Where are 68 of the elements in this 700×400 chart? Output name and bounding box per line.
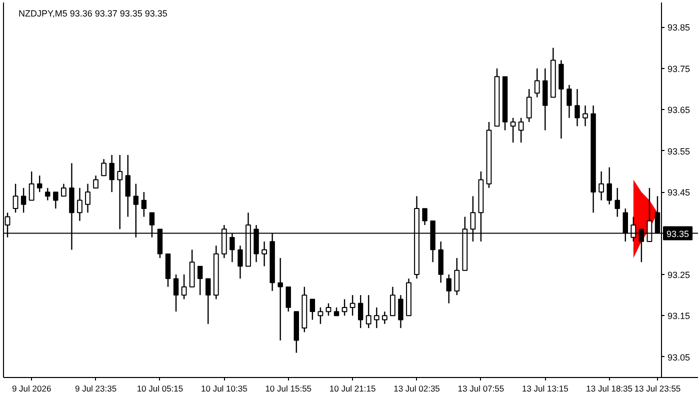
candlestick bbox=[109, 154, 114, 193]
candlestick bbox=[117, 154, 123, 230]
candlestick bbox=[12, 183, 18, 214]
candlestick bbox=[197, 266, 203, 296]
candlestick bbox=[526, 88, 532, 123]
candlestick bbox=[534, 68, 540, 98]
x-tick-label: 10 Jul 15:55 bbox=[265, 384, 312, 394]
candlestick bbox=[382, 310, 388, 325]
candlestick bbox=[606, 166, 612, 206]
x-tick-label: 13 Jul 18:35 bbox=[586, 384, 633, 394]
y-tick-label: 93.05 bbox=[668, 352, 690, 362]
candlestick bbox=[286, 286, 291, 312]
x-tick-label: 13 Jul 23:55 bbox=[634, 384, 681, 394]
candlestick bbox=[141, 191, 147, 218]
x-tick-label: 9 Jul 2026 bbox=[12, 384, 52, 394]
candlestick bbox=[398, 294, 404, 329]
candlestick bbox=[262, 240, 267, 267]
candlestick bbox=[310, 298, 316, 320]
x-tick-label: 10 Jul 21:15 bbox=[329, 384, 376, 394]
candlestick bbox=[77, 187, 82, 222]
candlestick bbox=[53, 191, 58, 210]
candlestick bbox=[446, 274, 452, 304]
candlestick bbox=[238, 245, 243, 280]
candlestick bbox=[173, 274, 179, 312]
candlestick bbox=[326, 302, 332, 316]
candlestick bbox=[510, 117, 516, 144]
candlestick bbox=[37, 174, 42, 193]
x-tick-label: 9 Jul 23:35 bbox=[74, 384, 117, 394]
x-tick-label: 10 Jul 10:35 bbox=[201, 384, 248, 394]
y-tick-label: 93.85 bbox=[668, 22, 690, 33]
candlestick bbox=[582, 104, 588, 127]
y-tick-label: 93.25 bbox=[668, 270, 690, 280]
candlestick bbox=[614, 187, 620, 218]
candlestick bbox=[574, 88, 580, 127]
candlestick bbox=[454, 257, 460, 296]
candlestick bbox=[518, 117, 524, 144]
candlestick bbox=[85, 183, 90, 214]
ref-line-label: 93.35 bbox=[666, 228, 690, 239]
candlestick bbox=[358, 294, 364, 329]
candlestick bbox=[422, 208, 428, 226]
candlestick bbox=[28, 170, 34, 201]
candlestick bbox=[101, 158, 107, 176]
x-tick-label: 13 Jul 13:15 bbox=[522, 384, 569, 394]
candlestick bbox=[125, 154, 130, 218]
candlestick bbox=[566, 84, 572, 118]
candlestick bbox=[181, 274, 187, 300]
candlestick bbox=[598, 170, 604, 201]
y-tick-label: 93.65 bbox=[668, 105, 690, 116]
candlestick bbox=[206, 278, 211, 325]
x-tick-label: 13 Jul 07:55 bbox=[458, 384, 504, 394]
candlestick bbox=[93, 174, 98, 189]
y-tick-label: 93.55 bbox=[668, 146, 690, 156]
y-tick-label: 93.75 bbox=[668, 64, 690, 74]
candlestick bbox=[278, 257, 283, 342]
candlestick bbox=[45, 187, 50, 201]
y-tick-label: 93.15 bbox=[668, 311, 690, 322]
candlestick bbox=[20, 187, 26, 214]
candlestick bbox=[318, 306, 324, 325]
candlestick bbox=[60, 183, 66, 197]
text: NZDJPY,M5 93.36 93.37 93.35 93.35 bbox=[18, 8, 168, 18]
candlestick bbox=[390, 286, 396, 316]
x-tick-label: 10 Jul 05:15 bbox=[136, 384, 184, 394]
candlestick bbox=[350, 294, 356, 316]
candlestick bbox=[374, 306, 380, 329]
y-tick-label: 93.45 bbox=[668, 188, 690, 198]
candlestick bbox=[342, 298, 348, 316]
candlestick bbox=[366, 294, 372, 329]
x-tick-label: 13 Jul 02:35 bbox=[394, 384, 440, 394]
